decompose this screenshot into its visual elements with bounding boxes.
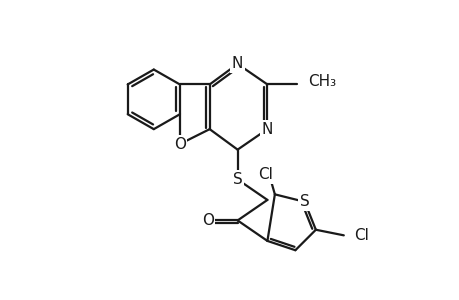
Text: O: O bbox=[202, 213, 213, 228]
Text: Cl: Cl bbox=[257, 167, 272, 182]
Text: N: N bbox=[231, 56, 243, 71]
Text: S: S bbox=[299, 194, 309, 209]
Text: S: S bbox=[232, 172, 242, 187]
Text: N: N bbox=[261, 122, 273, 136]
Text: O: O bbox=[174, 136, 185, 152]
Text: Cl: Cl bbox=[353, 228, 368, 243]
Text: CH₃: CH₃ bbox=[308, 74, 336, 89]
